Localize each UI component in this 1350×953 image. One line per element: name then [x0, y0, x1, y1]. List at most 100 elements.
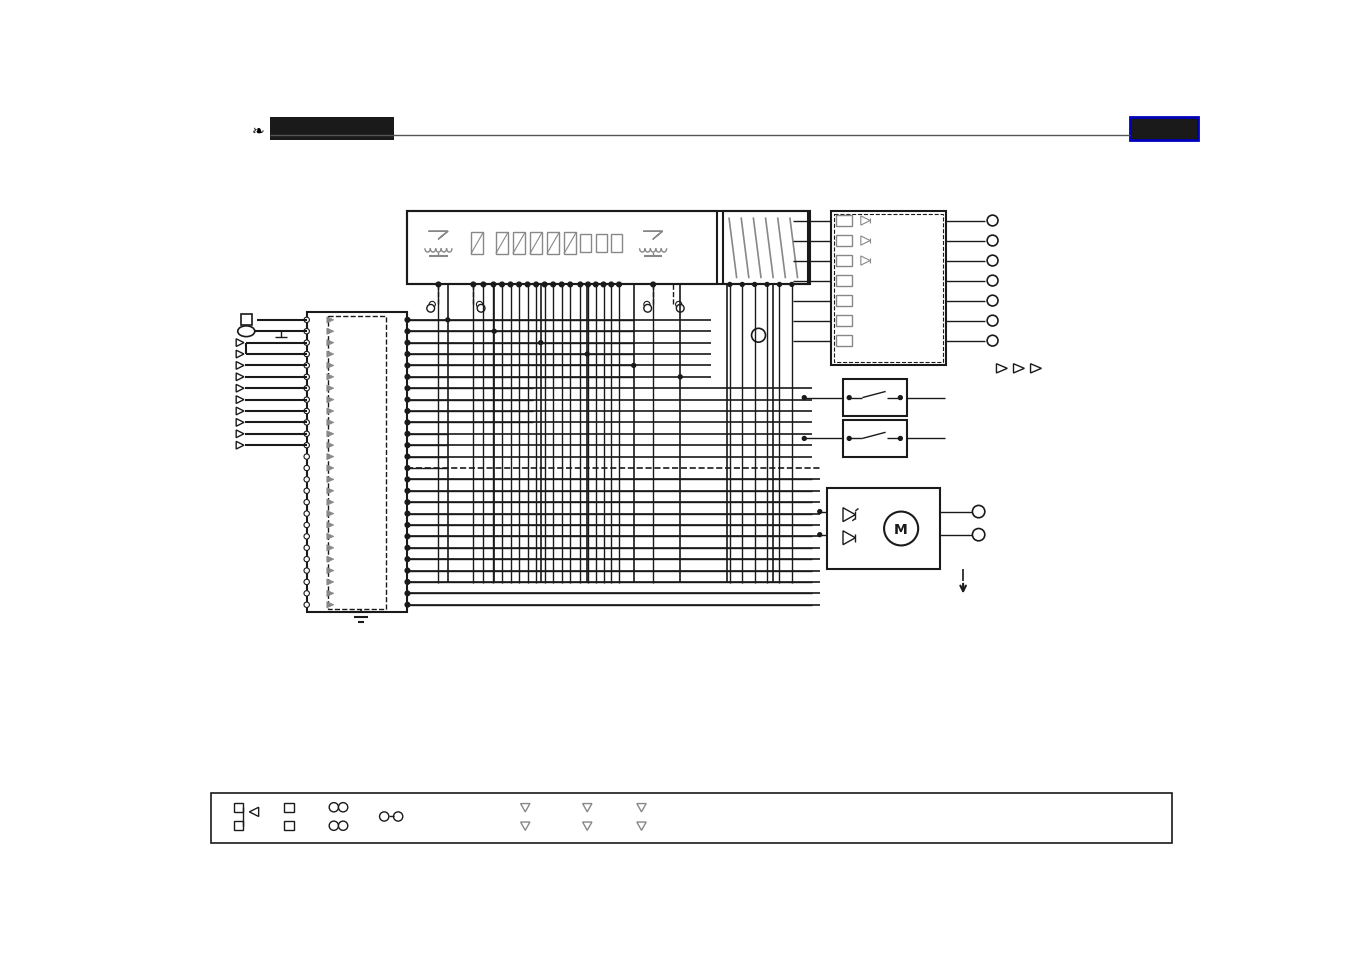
Bar — [564, 233, 576, 254]
Circle shape — [406, 467, 409, 470]
Bar — [828, 489, 940, 570]
Circle shape — [405, 375, 410, 379]
Circle shape — [617, 283, 621, 288]
Circle shape — [405, 523, 410, 528]
Polygon shape — [236, 408, 244, 416]
Circle shape — [304, 477, 309, 482]
Polygon shape — [327, 386, 333, 392]
Circle shape — [477, 305, 485, 313]
Circle shape — [406, 387, 409, 391]
Bar — [836, 256, 852, 267]
Circle shape — [678, 375, 682, 379]
Circle shape — [405, 546, 410, 551]
Circle shape — [405, 443, 410, 448]
Polygon shape — [1030, 364, 1041, 374]
Circle shape — [304, 443, 309, 449]
Bar — [328, 316, 386, 609]
Circle shape — [304, 340, 309, 346]
Circle shape — [594, 283, 598, 288]
Circle shape — [406, 421, 409, 424]
Polygon shape — [327, 522, 333, 529]
Circle shape — [304, 545, 309, 551]
Bar — [547, 233, 559, 254]
Circle shape — [304, 568, 309, 574]
Circle shape — [651, 283, 656, 288]
Circle shape — [987, 335, 998, 347]
Bar — [832, 213, 946, 366]
Circle shape — [304, 512, 309, 517]
Circle shape — [405, 330, 410, 335]
Polygon shape — [236, 431, 244, 438]
Circle shape — [406, 444, 409, 447]
Ellipse shape — [238, 327, 255, 337]
Bar — [408, 213, 810, 285]
Circle shape — [559, 283, 564, 288]
Circle shape — [818, 533, 822, 537]
Circle shape — [471, 283, 475, 288]
Circle shape — [790, 283, 794, 287]
Polygon shape — [327, 340, 333, 346]
Circle shape — [987, 315, 998, 327]
Polygon shape — [236, 374, 244, 381]
Polygon shape — [327, 363, 333, 369]
Circle shape — [405, 420, 410, 425]
Circle shape — [753, 283, 756, 287]
Polygon shape — [327, 329, 333, 335]
Circle shape — [406, 433, 409, 436]
Circle shape — [405, 489, 410, 494]
Bar — [836, 216, 852, 227]
Bar — [495, 233, 508, 254]
Bar — [836, 315, 852, 327]
Circle shape — [675, 302, 682, 308]
Circle shape — [406, 456, 409, 458]
Polygon shape — [327, 488, 333, 495]
Circle shape — [304, 432, 309, 437]
Polygon shape — [236, 419, 244, 427]
Circle shape — [406, 513, 409, 516]
Circle shape — [406, 490, 409, 493]
Circle shape — [601, 283, 606, 288]
Polygon shape — [327, 432, 333, 437]
Circle shape — [405, 455, 410, 459]
Circle shape — [898, 437, 902, 441]
Circle shape — [304, 489, 309, 494]
Circle shape — [778, 283, 782, 287]
Circle shape — [304, 352, 309, 357]
Circle shape — [406, 592, 409, 596]
Circle shape — [304, 523, 309, 528]
Circle shape — [436, 283, 440, 288]
Circle shape — [406, 398, 409, 402]
Bar — [595, 234, 606, 253]
Circle shape — [406, 603, 409, 607]
Bar — [240, 315, 251, 326]
Circle shape — [304, 386, 309, 392]
Circle shape — [405, 318, 410, 323]
Circle shape — [568, 283, 572, 288]
Bar — [408, 213, 717, 285]
Bar — [513, 233, 525, 254]
Polygon shape — [637, 803, 647, 812]
Polygon shape — [521, 822, 531, 830]
Circle shape — [551, 283, 555, 288]
Circle shape — [304, 557, 309, 562]
Polygon shape — [236, 351, 244, 358]
Circle shape — [379, 812, 389, 821]
Polygon shape — [250, 807, 259, 817]
Circle shape — [304, 363, 309, 369]
Circle shape — [405, 353, 410, 357]
Circle shape — [632, 364, 636, 368]
Text: M: M — [894, 522, 909, 536]
Bar — [836, 335, 852, 347]
Circle shape — [406, 569, 409, 573]
Polygon shape — [327, 557, 333, 562]
Polygon shape — [327, 476, 333, 483]
Polygon shape — [327, 534, 333, 540]
Circle shape — [304, 466, 309, 471]
Circle shape — [539, 341, 543, 345]
Circle shape — [405, 387, 410, 391]
Polygon shape — [236, 362, 244, 370]
Circle shape — [609, 283, 614, 288]
Polygon shape — [236, 396, 244, 404]
Circle shape — [405, 409, 410, 414]
Circle shape — [406, 478, 409, 481]
